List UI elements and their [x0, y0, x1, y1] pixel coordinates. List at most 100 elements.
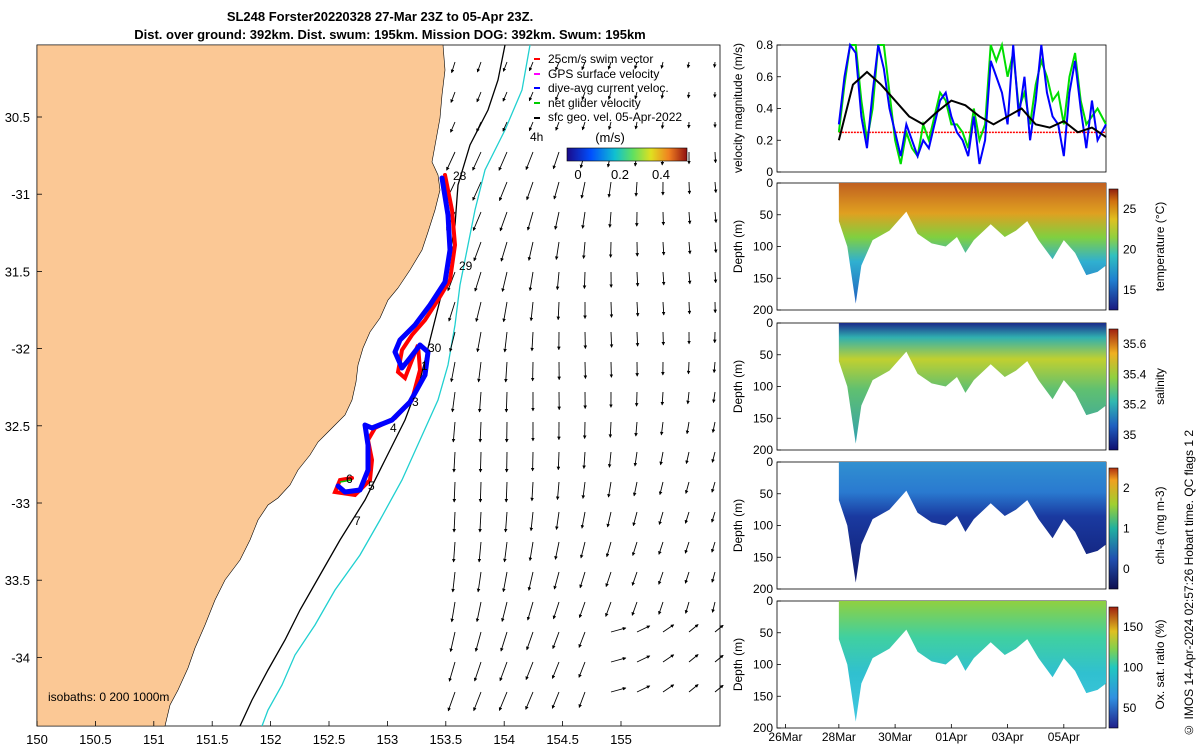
velocity-arrow [635, 301, 640, 317]
depth-tick-label: 100 [753, 658, 773, 672]
map-x-tick-label: 154.5 [546, 732, 579, 747]
velocity-arrow [452, 511, 456, 533]
velocity-arrow [687, 241, 692, 255]
colorbar-tick-0: 0 [574, 167, 581, 182]
velocity-arrow [478, 421, 483, 443]
colorbar-tick-label: 20 [1123, 243, 1137, 257]
map-legend: 25cm/s swim vector GPS surface velocity … [530, 52, 730, 125]
velocity-arrow [504, 481, 509, 503]
legend-swatch-swim [534, 58, 540, 61]
map-y-tick-label: 30.5 [5, 110, 30, 125]
velocity-arrow [688, 654, 699, 663]
velocity-arrow [660, 61, 664, 69]
velocity-arrow [474, 631, 482, 652]
velocity-arrow [607, 451, 612, 468]
track-day-label: 30 [428, 341, 442, 355]
map-y-tick-label: -34 [11, 650, 30, 665]
profile-panel: 0 50 100 150 200 Depth (m) 50 100 150 Ox. sat. ra… [731, 594, 1167, 735]
time-tick-label: 01Apr [935, 730, 967, 744]
velocity-arrow [636, 655, 651, 663]
velocity-arrow [581, 91, 586, 101]
map-x-ticks: 150 150.5 151 151.5 152 152.5 153 153.5 154 154.5… [26, 721, 632, 747]
profile-colorbar [1108, 188, 1119, 311]
depth-tick-label: 150 [753, 411, 773, 425]
velocity-arrow [450, 601, 456, 623]
time-axis-labels: 26Mar 28Mar 30Mar 01Apr 03Apr 05Apr [768, 724, 1080, 744]
velocity-arrow [634, 421, 638, 437]
colorbar-tick-label: 35.2 [1123, 398, 1147, 412]
time-tick-label: 30Mar [878, 730, 912, 744]
velocity-tick-label: 0 [766, 165, 773, 179]
velocity-arrow [711, 451, 716, 463]
velocity-arrow [578, 691, 586, 708]
land-area [36, 44, 446, 727]
velocity-arrow [658, 571, 664, 585]
colorbar-tick-label: 35 [1123, 428, 1137, 442]
time-tick-label: 26Mar [768, 730, 802, 744]
depth-tick-label: 0 [766, 455, 773, 469]
profile-data-fill [838, 323, 1106, 444]
depth-tick-label: 0 [766, 594, 773, 608]
velocity-arrow [660, 121, 665, 130]
velocity-arrow [475, 601, 482, 623]
velocity-arrow [658, 541, 664, 555]
legend-swatch-net [534, 102, 540, 105]
velocity-arrow [529, 301, 534, 322]
depth-tick-label: 150 [753, 271, 773, 285]
velocity-arrow [450, 121, 456, 133]
velocity-arrow [631, 571, 638, 586]
time-tick-label: 28Mar [822, 730, 856, 744]
profile-panel: 0 50 100 150 200 Depth (m) 35 35.2 35.4 35.6 salin… [731, 316, 1167, 457]
figure-title: SL248 Forster20220328 27-Mar 23Z to 05-A… [0, 8, 760, 44]
velocity-arrow [551, 691, 560, 709]
velocity-arrow [609, 301, 614, 318]
depth-tick-label: 150 [753, 689, 773, 703]
velocity-arrow [554, 541, 560, 560]
timeseries-panels: 0 0.2 0.4 0.6 0.8 velocity magnitude (m/s) 0… [731, 38, 1167, 744]
velocity-arrow [580, 181, 586, 199]
velocity-arrow [687, 301, 692, 315]
velocity-arrow [452, 451, 456, 473]
velocity-arrow-field [446, 61, 724, 712]
depth-tick-label: 200 [753, 303, 773, 317]
colorbar-tick-label: 0 [1123, 562, 1130, 576]
depth-tick-label: 200 [753, 721, 773, 735]
velocity-arrow [525, 691, 534, 710]
isobath-note: isobaths: 0 200 1000m [48, 690, 169, 704]
time-tick-label: 03Apr [992, 730, 1024, 744]
velocity-arrow [636, 625, 651, 633]
velocity-arrow [605, 571, 612, 588]
track-day-label: 28 [453, 169, 467, 183]
velocity-arrow [473, 241, 482, 262]
track-day-label: 3 [412, 395, 419, 409]
depth-axis-label: Depth (m) [731, 638, 745, 691]
velocity-arrow [526, 631, 534, 651]
velocity-arrow [501, 271, 508, 293]
velocity-series-line [837, 41, 1107, 165]
velocity-arrow [635, 271, 640, 287]
velocity-arrow [711, 481, 716, 493]
velocity-arrow [502, 121, 508, 132]
velocity-arrow [636, 685, 651, 693]
profile-colorbar [1108, 606, 1119, 729]
velocity-arrow [658, 511, 664, 526]
map-y-tick-label: -31 [11, 187, 30, 202]
velocity-arrow [581, 481, 586, 499]
velocity-arrow [530, 331, 534, 352]
velocity-arrow [634, 91, 638, 100]
velocity-arrow [659, 421, 664, 436]
velocity-arrow [661, 241, 666, 256]
colorbar-label: chl-a (mg m-3) [1153, 486, 1167, 564]
track-day-label: 7 [354, 514, 361, 528]
legend-item: dive-avg current veloc. [530, 81, 730, 96]
velocity-arrow [556, 301, 561, 321]
velocity-arrow [451, 541, 456, 563]
colorbar-tick-label: 35.4 [1123, 367, 1147, 381]
velocity-arrow [450, 361, 456, 383]
velocity-arrow [660, 91, 665, 99]
colorbar-tick-label: 1 [1123, 522, 1130, 536]
glider-track-green [339, 479, 353, 483]
velocity-arrow [658, 601, 664, 615]
velocity-arrow [477, 541, 482, 563]
velocity-arrow [607, 181, 612, 198]
